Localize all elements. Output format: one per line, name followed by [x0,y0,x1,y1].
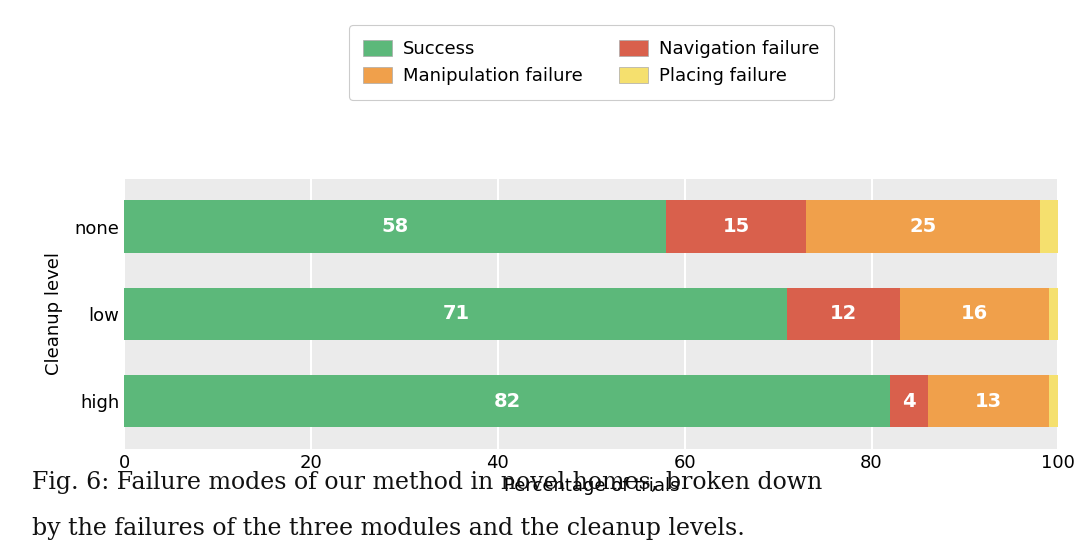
Bar [124,375,890,427]
Bar [787,288,900,340]
X-axis label: Percentage of trials: Percentage of trials [503,478,679,496]
Text: 15: 15 [723,217,750,236]
Text: Fig. 6: Failure modes of our method in novel homes, broken down: Fig. 6: Failure modes of our method in n… [32,471,823,494]
Bar [900,288,1049,340]
Text: 16: 16 [961,304,988,324]
Text: 12: 12 [829,304,858,324]
Text: by the failures of the three modules and the cleanup levels.: by the failures of the three modules and… [32,517,745,540]
Legend: Success, Manipulation failure, Navigation failure, Placing failure: Success, Manipulation failure, Navigatio… [349,25,834,100]
Bar [1049,288,1058,340]
Bar [928,375,1049,427]
Text: 82: 82 [494,392,521,411]
Bar [890,375,928,427]
Text: 58: 58 [381,217,408,236]
Text: 4: 4 [902,392,916,411]
Bar [1040,200,1058,253]
Y-axis label: Cleanup level: Cleanup level [45,252,64,375]
Text: 25: 25 [909,217,936,236]
Bar [1049,375,1058,427]
Bar [806,200,1040,253]
Text: 13: 13 [975,392,1002,411]
Bar [124,200,666,253]
Text: 71: 71 [443,304,470,324]
Bar [666,200,806,253]
Bar [124,288,787,340]
